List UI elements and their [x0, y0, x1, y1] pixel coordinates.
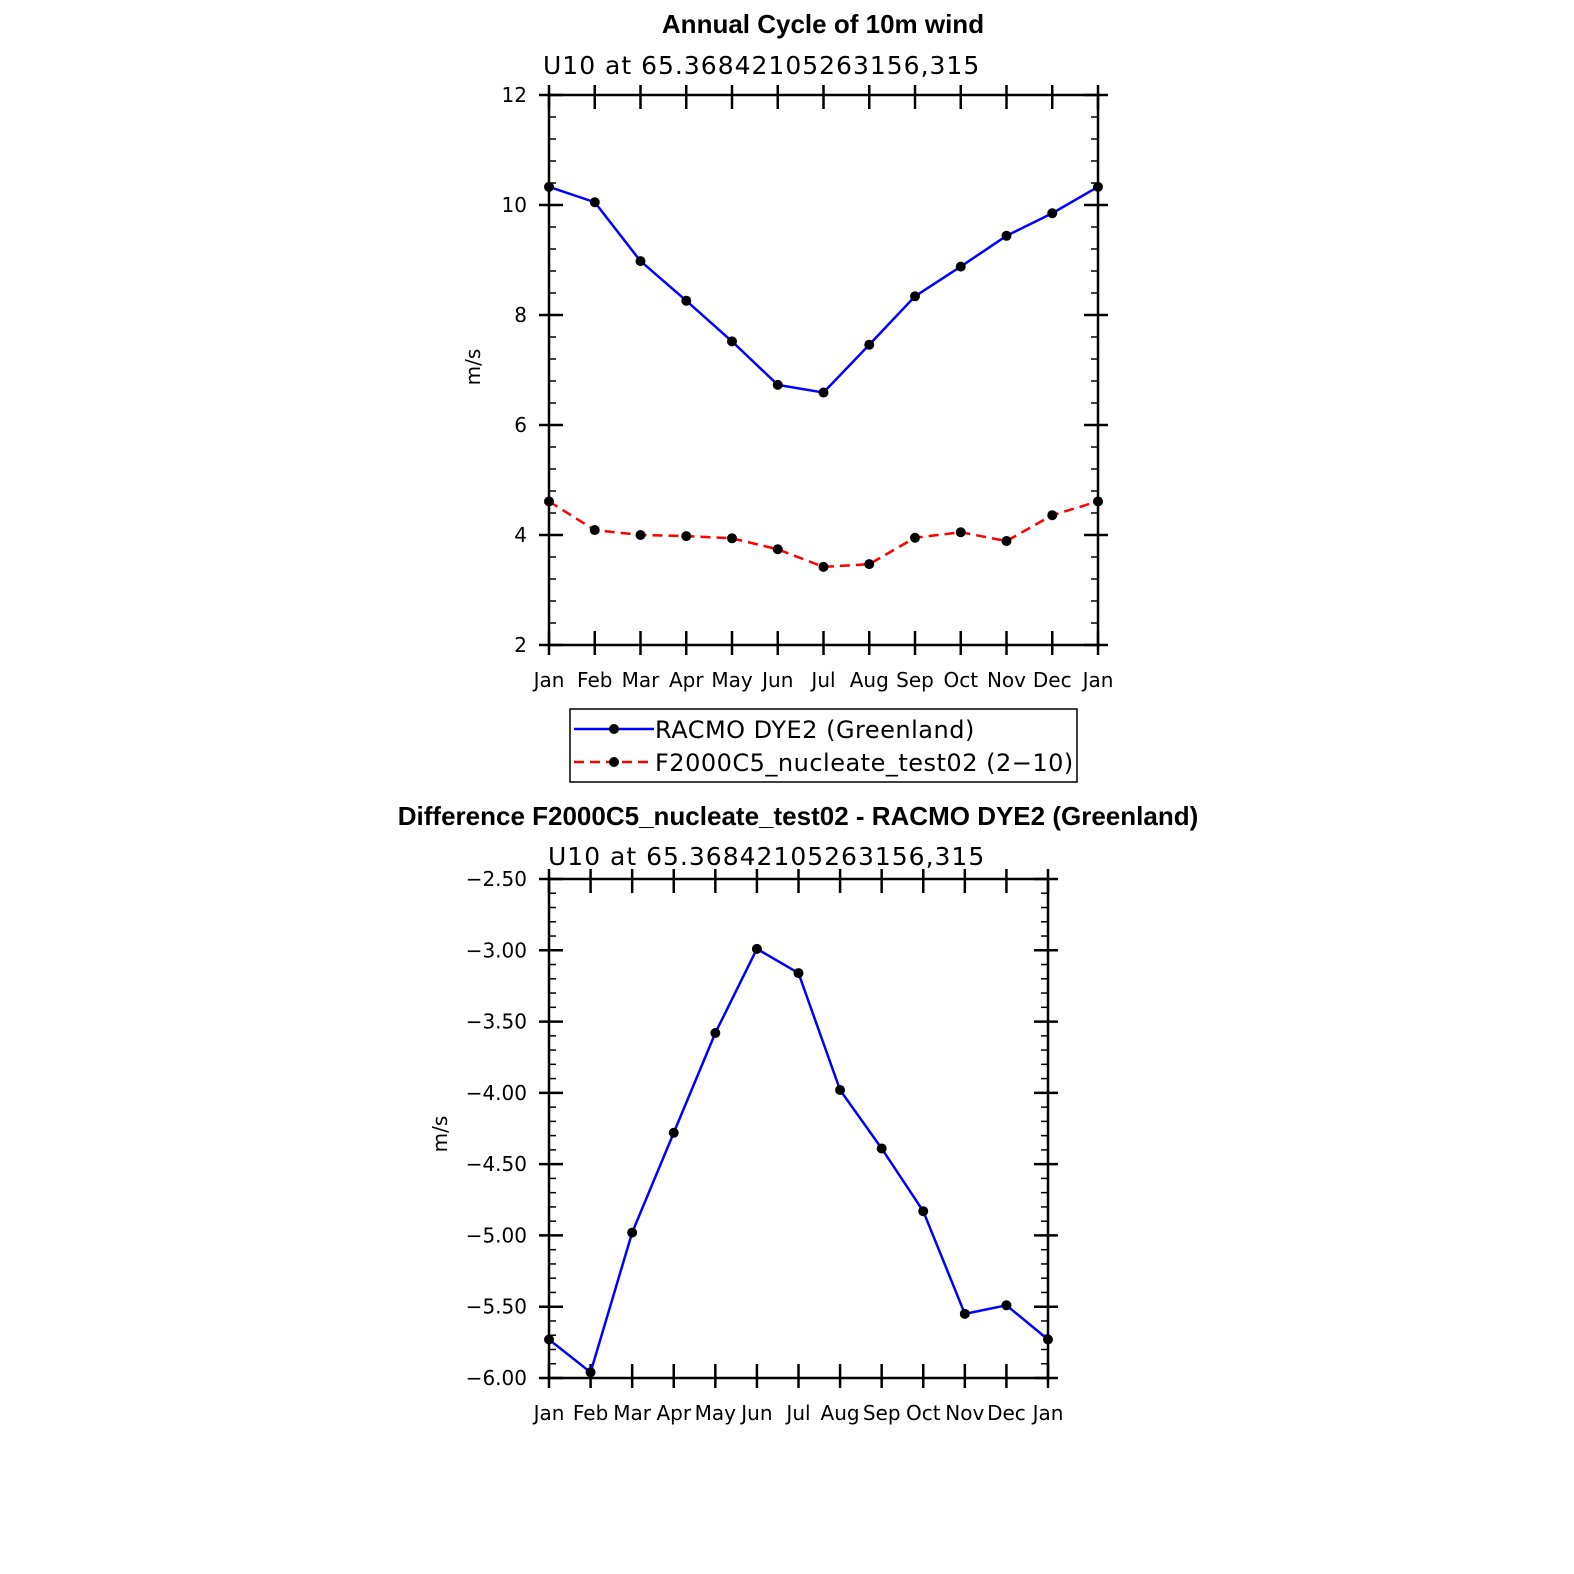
bottom-chart-series-0-point	[918, 1206, 929, 1217]
bottom-chart-xtick-label: May	[695, 1401, 737, 1425]
top-chart-series-0-point	[1047, 208, 1058, 219]
top-chart-ytick-label: 2	[514, 633, 527, 657]
bottom-chart-xtick-label: Nov	[945, 1401, 984, 1425]
top-chart-xtick-label: Apr	[669, 668, 704, 692]
bottom-chart-xtick-label: Jan	[532, 1401, 565, 1425]
top-chart-series-0-point	[955, 261, 966, 272]
top-chart-subtitle: U10 at 65.36842105263156,315	[543, 51, 980, 80]
bottom-chart-series-0-point	[793, 968, 804, 979]
top-chart-series-0-point	[681, 295, 692, 306]
top-chart-ytick-label: 4	[514, 523, 527, 547]
bottom-chart-series-0-point	[1043, 1334, 1053, 1345]
top-chart-series-1-point	[1001, 536, 1012, 547]
top-chart-series-0-point	[910, 291, 920, 302]
top-chart-series-1-point	[1047, 510, 1058, 521]
bottom-chart-series-0-point	[751, 943, 762, 954]
bottom-chart-ytick-label: −5.50	[466, 1295, 527, 1319]
top-chart-xtick-label: Jun	[760, 668, 793, 692]
top-chart-series-1-point	[589, 525, 600, 536]
bottom-chart-series-0-point	[585, 1367, 596, 1378]
top-chart-series-1-point	[910, 532, 920, 543]
top-chart-series-0-point	[772, 379, 783, 390]
legend-label-racmo: RACMO DYE2 (Greenland)	[655, 716, 975, 744]
top-chart-series-1-point	[864, 559, 875, 570]
top-chart-series-0-point	[544, 181, 554, 192]
bottom-chart-xtick-label: Aug	[821, 1401, 860, 1425]
top-chart-series-1-point	[818, 561, 829, 572]
top-chart-series-0-point	[1001, 230, 1012, 241]
top-chart-series-1-point	[544, 496, 554, 507]
top-chart-series-0-point	[1093, 181, 1103, 192]
bottom-chart-series-0-point	[710, 1027, 721, 1038]
top-chart-series-1-point	[635, 530, 646, 540]
top-chart-ytick-label: 8	[514, 303, 527, 327]
bottom-chart-xtick-label: Jul	[784, 1401, 810, 1425]
top-chart-xtick-label: Jul	[809, 668, 835, 692]
top-chart-xtick-label: Feb	[577, 668, 612, 692]
bottom-chart-frame	[547, 877, 1050, 1380]
bottom-chart-series-0-point	[835, 1085, 846, 1096]
top-chart-series-0-point	[818, 387, 829, 398]
bottom-chart-xtick-label: Feb	[573, 1401, 608, 1425]
top-chart-xtick-label: Oct	[943, 668, 978, 692]
top-chart-series-1-point	[772, 544, 783, 555]
bottom-chart-series-0-point	[668, 1127, 679, 1138]
top-chart-xtick-label: Jan	[1081, 668, 1114, 692]
top-chart-series-0-point	[727, 336, 737, 347]
bottom-chart-ytick-label: −3.00	[466, 938, 527, 962]
top-chart-ytick-label: 12	[502, 83, 527, 107]
bottom-chart-ytick-label: −6.00	[466, 1366, 527, 1390]
bottom-chart-ytick-label: −4.00	[466, 1081, 527, 1105]
bottom-chart-xtick-label: Jun	[739, 1401, 772, 1425]
bottom-chart-series-0-line	[548, 947, 1049, 1374]
top-chart-xtick-label: Jan	[532, 668, 565, 692]
top-chart-series-0-point	[635, 256, 646, 267]
bottom-chart-series-0-point	[959, 1308, 970, 1319]
top-chart-xtick-label: Aug	[850, 668, 889, 692]
top-chart-title: Annual Cycle of 10m wind	[662, 9, 984, 39]
bottom-chart-xtick-label: Mar	[613, 1401, 652, 1425]
bottom-chart-title: Difference F2000C5_nucleate_test02 - RAC…	[398, 801, 1199, 831]
bottom-chart-xtick-label: Jan	[1031, 1401, 1064, 1425]
top-chart-series-1-point	[727, 533, 737, 544]
bottom-chart-series-0-point	[876, 1143, 887, 1154]
top-chart-xtick-label: May	[711, 668, 753, 692]
bottom-chart-ytick-label: −4.50	[466, 1152, 527, 1176]
top-chart-ylabel: m/s	[461, 349, 485, 386]
bottom-chart-ylabel: m/s	[428, 1116, 452, 1153]
bottom-chart-ytick-label: −3.50	[466, 1010, 527, 1034]
top-chart-xtick-label: Dec	[1033, 668, 1072, 692]
legend-marker-racmo	[609, 724, 619, 734]
bottom-chart-series-0-point	[627, 1227, 638, 1238]
bottom-plot-area: Jan Feb Mar Apr May Jun Jul Aug Sep Oct Nov Dec Jan−…	[466, 867, 1064, 1425]
top-chart-xtick-label: Nov	[987, 668, 1026, 692]
legend: RACMO DYE2 (Greenland) F2000C5_nucleate_…	[569, 708, 1078, 783]
top-plot-area: Jan Feb Mar Apr May Jun Jul Aug Sep Oct Nov Dec Jan2…	[502, 83, 1114, 692]
top-chart-series-1-point	[955, 527, 966, 538]
bottom-chart-xtick-label: Sep	[863, 1401, 901, 1425]
top-chart-series-1-line	[548, 500, 1099, 569]
top-chart-xtick-label: Sep	[896, 668, 934, 692]
bottom-chart-ytick-label: −2.50	[466, 867, 527, 891]
legend-marker-f2000	[609, 757, 619, 767]
top-chart-series-1-point	[1093, 496, 1103, 507]
legend-box	[569, 708, 1078, 783]
top-chart-ytick-label: 6	[514, 413, 527, 437]
bottom-chart-xtick-label: Apr	[656, 1401, 691, 1425]
bottom-chart-subtitle: U10 at 65.36842105263156,315	[548, 842, 985, 871]
top-chart-series-0-point	[864, 339, 875, 350]
legend-label-f2000: F2000C5_nucleate_test02 (2−10)	[655, 749, 1074, 777]
top-chart-series-1-point	[681, 531, 692, 542]
top-chart-ytick-label: 10	[502, 193, 527, 217]
bottom-chart-ytick-label: −5.00	[466, 1223, 527, 1247]
top-chart-xtick-label: Mar	[622, 668, 661, 692]
top-chart-series-0-line	[548, 185, 1099, 394]
bottom-chart-xtick-label: Dec	[987, 1401, 1026, 1425]
bottom-chart-series-0-point	[544, 1334, 554, 1345]
top-chart-series-0-point	[589, 197, 600, 208]
bottom-chart-xtick-label: Oct	[906, 1401, 941, 1425]
bottom-chart-series-0-point	[1001, 1300, 1012, 1311]
